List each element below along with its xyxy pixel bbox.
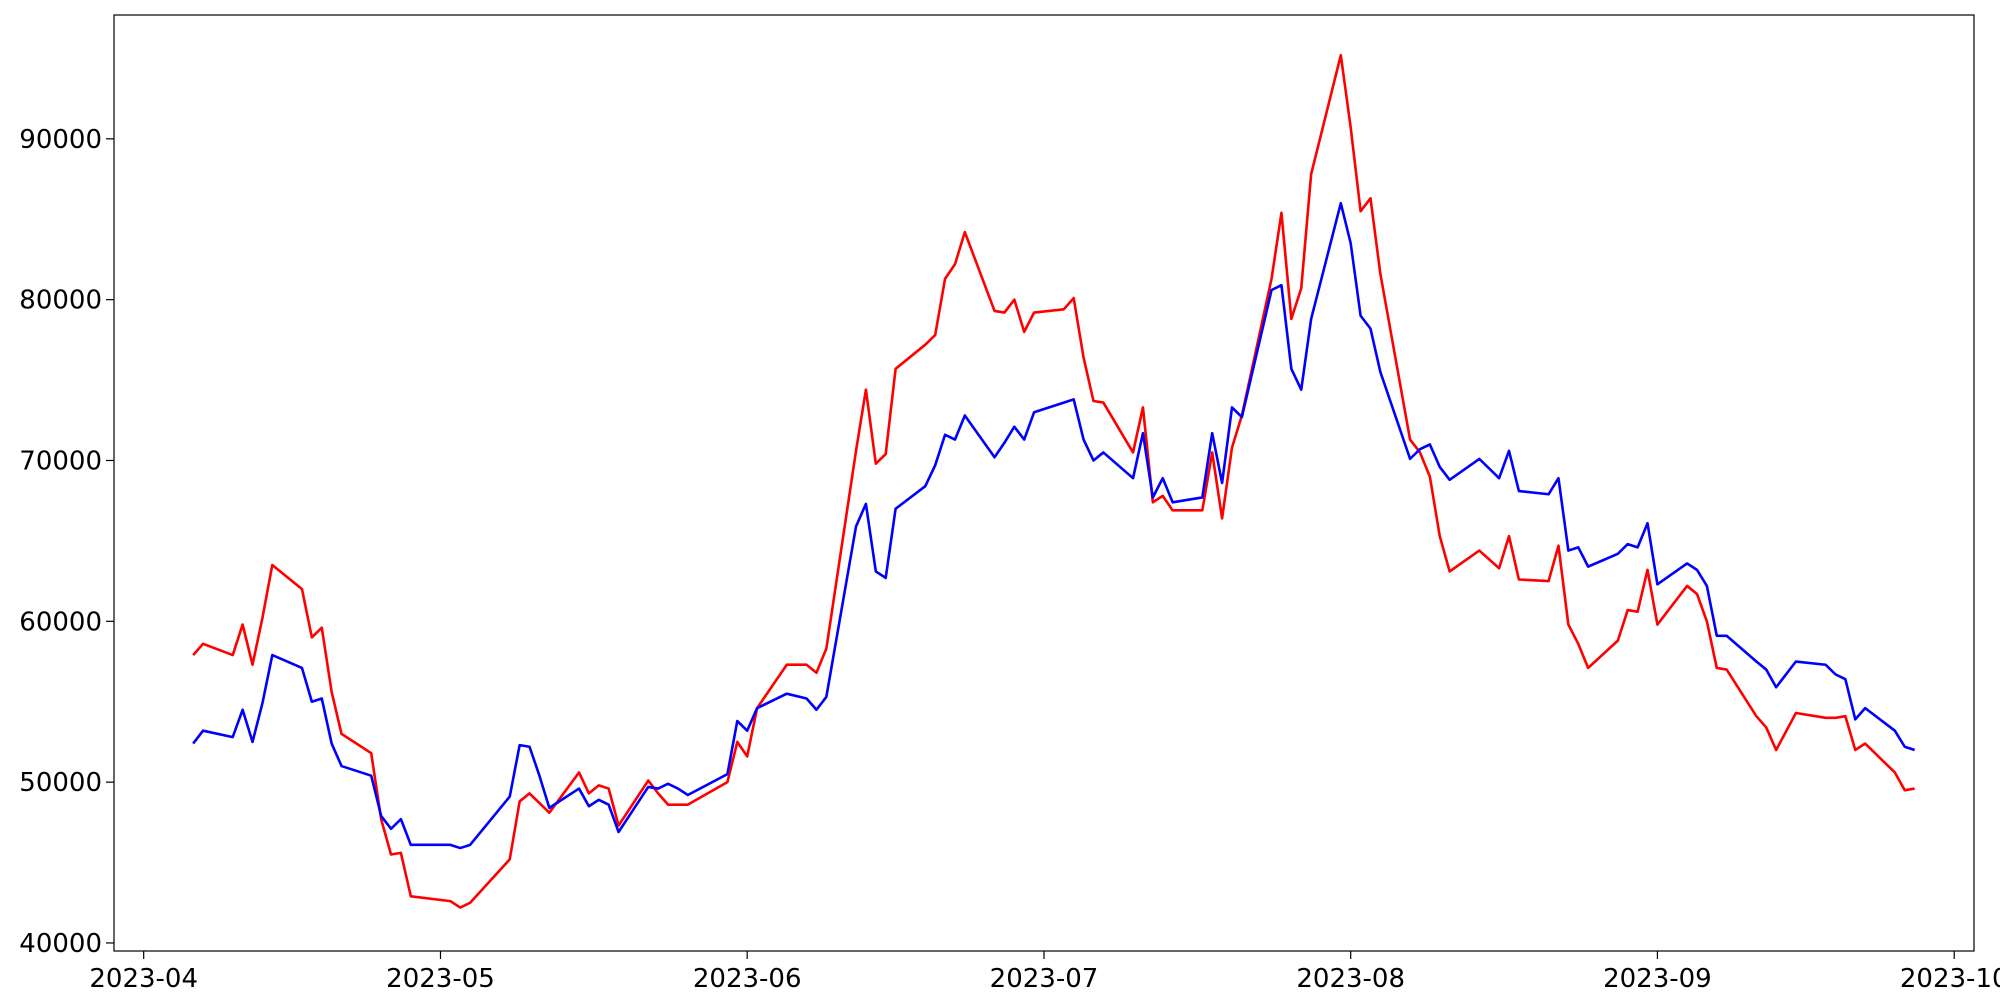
y-tick-label: 80000 xyxy=(19,286,102,316)
x-tick-label: 2023-10 xyxy=(1900,964,2000,994)
x-tick-label: 2023-06 xyxy=(693,964,802,994)
x-tick-label: 2023-07 xyxy=(990,964,1099,994)
y-tick-label: 40000 xyxy=(19,929,102,959)
y-tick-label: 50000 xyxy=(19,768,102,798)
series-line xyxy=(192,53,1915,909)
y-tick-label: 90000 xyxy=(19,125,102,155)
x-tick-label: 2023-09 xyxy=(1603,964,1712,994)
x-tick-label: 2023-05 xyxy=(386,964,495,994)
series-line xyxy=(192,201,1916,850)
y-tick-label: 70000 xyxy=(19,446,102,476)
plot-frame xyxy=(113,14,1975,952)
x-tick-label: 2023-04 xyxy=(89,964,198,994)
y-tick-label: 60000 xyxy=(19,607,102,637)
x-tick-label: 2023-08 xyxy=(1296,964,1405,994)
